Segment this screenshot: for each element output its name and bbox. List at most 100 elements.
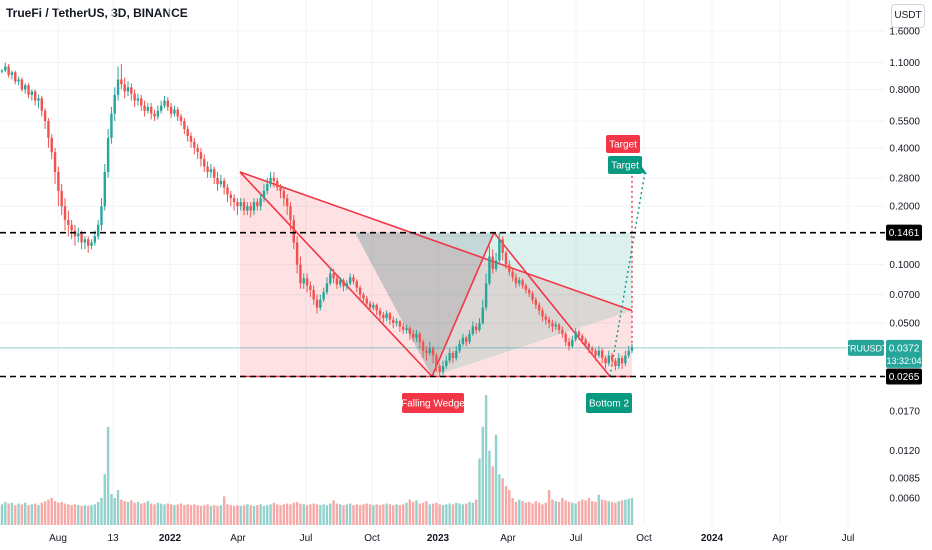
candle-body bbox=[521, 280, 524, 286]
candle-body bbox=[266, 184, 269, 191]
volume-bar bbox=[418, 503, 421, 525]
volume-bar bbox=[630, 498, 634, 525]
candle-body bbox=[27, 85, 30, 95]
currency-button[interactable]: USDT bbox=[891, 4, 925, 28]
candle-body bbox=[163, 100, 166, 106]
last-price-tag bbox=[886, 339, 922, 368]
candle-body bbox=[504, 252, 508, 265]
candle-body bbox=[514, 277, 518, 284]
candle-body bbox=[302, 278, 305, 284]
volume-bar bbox=[402, 504, 405, 525]
volume-bar bbox=[256, 505, 259, 525]
volume-bar bbox=[627, 498, 630, 525]
wedge-zone bbox=[240, 172, 632, 377]
candlesticks bbox=[0, 62, 634, 377]
volume-bar bbox=[0, 504, 4, 525]
volume-bar bbox=[24, 502, 27, 525]
time-tick-label: Jul bbox=[842, 533, 855, 544]
candle-body bbox=[551, 323, 554, 327]
volume-bar bbox=[203, 505, 206, 525]
volume-bar bbox=[206, 504, 209, 525]
volume-bar bbox=[372, 505, 375, 525]
volume-bar bbox=[355, 504, 358, 525]
time-axis[interactable]: Aug 13 2022 Apr Jul Oct 2023 Apr Jul Oct 2024 Apr Ju… bbox=[49, 533, 854, 544]
volume-bar bbox=[614, 502, 617, 525]
volume-bar bbox=[428, 504, 431, 525]
volume-bar bbox=[554, 501, 557, 525]
volume-bar bbox=[352, 505, 355, 525]
volume-bar bbox=[382, 504, 385, 525]
candle-body bbox=[209, 169, 213, 173]
candle-body bbox=[57, 172, 60, 191]
candle-body bbox=[30, 91, 34, 95]
candle-body bbox=[342, 280, 345, 287]
candle-body bbox=[150, 106, 153, 114]
candle-body bbox=[193, 141, 196, 148]
time-tick-label: 2023 bbox=[427, 533, 450, 544]
candle-body bbox=[153, 113, 156, 117]
volume-bar bbox=[249, 505, 252, 525]
volume-bar bbox=[27, 505, 30, 525]
volume-bar bbox=[425, 501, 428, 525]
price-tick-label: 0.2800 bbox=[889, 173, 920, 184]
candle-body bbox=[604, 358, 607, 364]
volume-bar bbox=[186, 504, 189, 525]
candle-body bbox=[232, 198, 236, 203]
candle-body bbox=[96, 225, 100, 237]
time-tick-label: Apr bbox=[772, 533, 788, 544]
volume-bar bbox=[508, 490, 511, 525]
volume-bar bbox=[143, 502, 146, 525]
volume-bar bbox=[285, 503, 289, 525]
price-axis[interactable]: 1.6000 1.1000 0.8000 0.5500 0.4000 0.2800 0.20… bbox=[889, 27, 920, 330]
volume-bar bbox=[567, 501, 571, 525]
price-tick-label: 0.0700 bbox=[889, 290, 920, 301]
volume-bar bbox=[47, 499, 50, 525]
volume-bar bbox=[584, 500, 587, 525]
volume-bar bbox=[226, 504, 229, 525]
price-tags: 0.1461 0.0265 TRUUSDT 0.0372 13:32:04 bbox=[845, 224, 922, 385]
candle-body bbox=[408, 328, 412, 334]
volume-bar bbox=[14, 505, 17, 525]
candle-body bbox=[222, 180, 226, 188]
candle-body bbox=[402, 326, 405, 331]
candle-body bbox=[594, 350, 597, 356]
volume-bar bbox=[312, 503, 315, 525]
volume-bar bbox=[610, 501, 614, 525]
volume-bar bbox=[96, 501, 100, 525]
volume-bar bbox=[551, 499, 554, 525]
candle-body bbox=[309, 285, 312, 290]
volume-bar bbox=[153, 504, 156, 525]
candle-body bbox=[445, 360, 448, 367]
volume-bar bbox=[63, 503, 67, 525]
volume-bar bbox=[624, 499, 627, 525]
candle-body bbox=[60, 190, 63, 207]
volume-bar bbox=[93, 504, 97, 525]
volume-bar bbox=[295, 501, 299, 525]
candle-body bbox=[295, 242, 299, 265]
candle-body bbox=[478, 323, 481, 331]
candle-body bbox=[40, 98, 43, 111]
annotation-box bbox=[608, 156, 642, 174]
candle-body bbox=[37, 98, 40, 101]
level-price-tag-text: 0.1461 bbox=[889, 228, 920, 239]
candle-body bbox=[372, 304, 375, 308]
volume-bar bbox=[183, 505, 186, 525]
candle-body bbox=[348, 277, 352, 284]
candle-body bbox=[239, 202, 242, 207]
candle-body bbox=[577, 331, 581, 336]
volume-bar bbox=[385, 503, 388, 525]
volume-bar bbox=[30, 504, 34, 525]
candle-body bbox=[20, 79, 24, 90]
volume-bar bbox=[150, 503, 153, 525]
countdown-text: 13:32:04 bbox=[886, 356, 921, 366]
candle-body bbox=[567, 341, 571, 347]
time-tick-label: Apr bbox=[230, 533, 246, 544]
candle-body bbox=[130, 87, 133, 94]
candle-body bbox=[322, 292, 325, 300]
volume-bar bbox=[73, 504, 77, 525]
volume-bar bbox=[289, 504, 292, 525]
candle-body bbox=[508, 264, 511, 272]
volume-bar bbox=[189, 505, 193, 525]
volume-bar bbox=[537, 502, 541, 525]
